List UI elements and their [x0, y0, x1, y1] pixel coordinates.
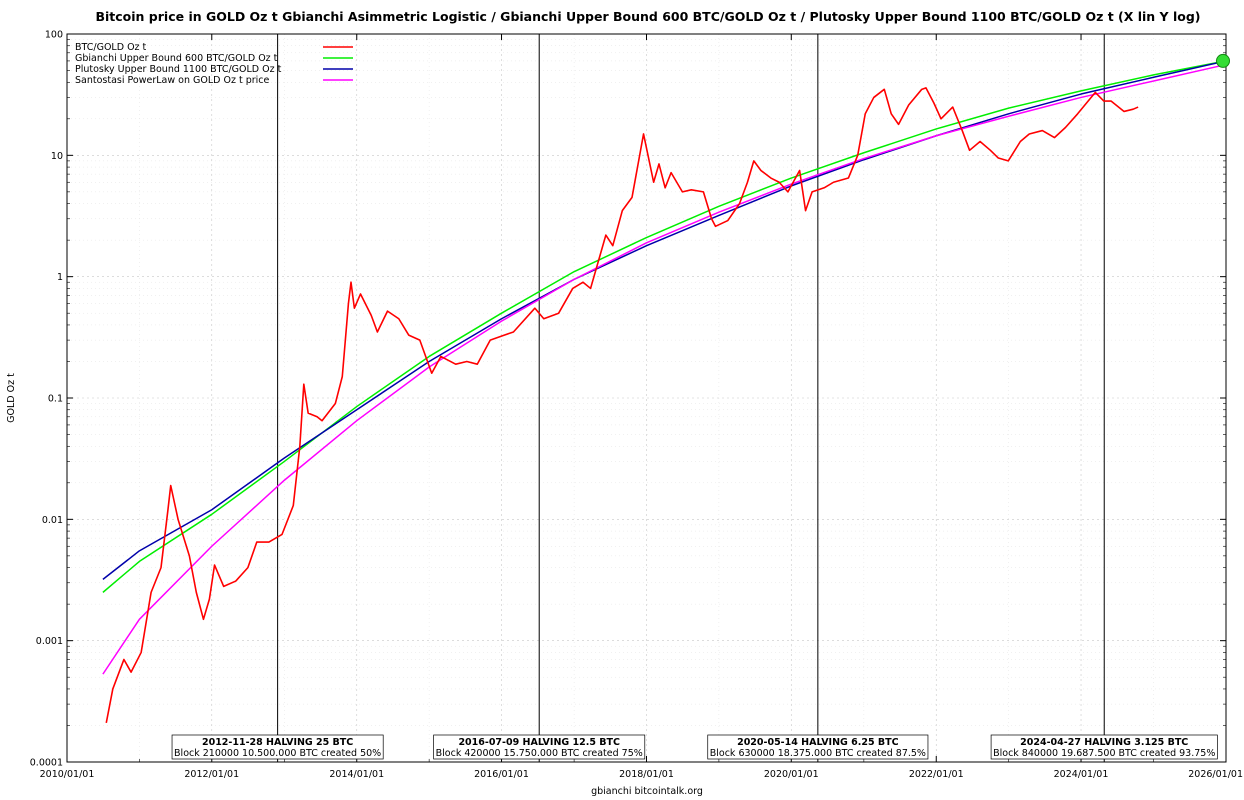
x-tick-label: 2026/01/01: [1188, 769, 1243, 780]
series-line-3: [102, 60, 1227, 580]
annotation-box: [433, 734, 646, 760]
x-tick-label: 2024/01/01: [1054, 769, 1109, 780]
y-tick-label: 10: [51, 151, 63, 162]
x-tick-label: 2010/01/01: [40, 769, 95, 780]
x-tick-label: 2014/01/01: [329, 769, 384, 780]
annotation-detail: Block 210000 10.500.000 BTC created 50%: [174, 748, 381, 759]
annotation-box: [707, 734, 929, 760]
grid: [67, 34, 1226, 762]
x-tick-label: 2022/01/01: [909, 769, 964, 780]
y-tick-label: 100: [45, 30, 63, 41]
annotation-title: 2012-11-28 HALVING 25 BTC: [202, 737, 353, 748]
legend-label: Santostasi PowerLaw on GOLD Oz t price: [75, 75, 269, 86]
halving-markers: [277, 34, 1105, 762]
end-marker: [1216, 53, 1230, 68]
y-tick-label: 1: [57, 272, 63, 283]
series-lines: [102, 60, 1227, 724]
x-axis-ticks: 2010/01/01 2012/01/01 2014/01/01 2016/01/01…: [40, 34, 1243, 780]
x-tick-label: 2016/01/01: [474, 769, 529, 780]
legend-label: Plutosky Upper Bound 1100 BTC/GOLD Oz t: [75, 64, 282, 75]
annotation-detail: Block 630000 18.375.000 BTC created 87.5…: [710, 748, 926, 759]
annotation-title: 2016-07-09 HALVING 12.5 BTC: [458, 737, 620, 748]
annotation-detail: Block 420000 15.750.000 BTC created 75%: [436, 748, 643, 759]
x-tick-label: 2020/01/01: [764, 769, 819, 780]
y-tick-label: 0.001: [36, 636, 63, 647]
x-axis-label: gbianchi bitcointalk.org: [591, 786, 703, 797]
annotation-box: [171, 734, 384, 760]
x-tick-label: 2012/01/01: [184, 769, 239, 780]
end-point-marker: [1216, 53, 1230, 68]
series-line-4: [102, 63, 1227, 675]
annotation-box: [990, 734, 1218, 760]
annotation-detail: Block 840000 19.687.500 BTC created 93.7…: [993, 748, 1215, 759]
legend-label: Gbianchi Upper Bound 600 BTC/GOLD Oz t: [75, 53, 278, 64]
series-line-2: [102, 60, 1227, 593]
chart-title: Bitcoin price in GOLD Oz t Gbianchi Asim…: [95, 9, 1200, 24]
annotation-title: 2024-04-27 HALVING 3.125 BTC: [1020, 737, 1188, 748]
y-tick-label: 0.0001: [30, 758, 63, 769]
legend-label: BTC/GOLD Oz t: [75, 42, 147, 53]
y-tick-label: 0.1: [48, 394, 63, 405]
series-line-1: [105, 87, 1139, 724]
annotation-title: 2020-05-14 HALVING 6.25 BTC: [737, 737, 899, 748]
y-axis-label: GOLD Oz t: [6, 373, 17, 423]
y-tick-label: 0.01: [42, 515, 63, 526]
x-tick-label: 2018/01/01: [619, 769, 674, 780]
